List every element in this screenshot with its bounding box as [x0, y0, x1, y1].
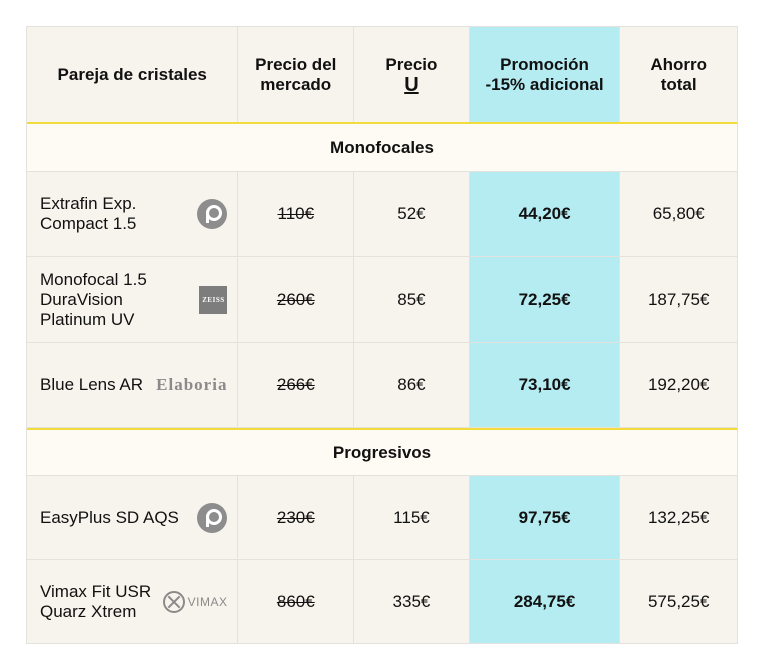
lens-name-line: Vimax Fit USR [40, 581, 152, 601]
total-saving: 65,80€ [652, 204, 705, 223]
header-market-price-line2: mercado [260, 74, 332, 94]
header-price-u: Precio U [354, 27, 470, 122]
lens-name-line: Platinum UV [40, 309, 135, 329]
header-saving-line2: total [660, 74, 697, 94]
total-saving: 187,75€ [647, 289, 710, 309]
price-u: 86€ [397, 375, 426, 394]
promo-cell: 72,25€ [469, 257, 621, 342]
promo-price: 44,20€ [518, 204, 571, 223]
saving-cell: 132,25€ [620, 476, 738, 559]
promo-cell: 73,10€ [469, 343, 621, 427]
promo-cell: 284,75€ [469, 560, 621, 643]
vimax-logo: VIMAX [162, 590, 228, 613]
table-row: Vimax Fit USR Quarz Xtrem VIMAX 860€ 335€… [27, 560, 738, 643]
promo-cell: 44,20€ [469, 172, 621, 256]
header-promotion-line1: Promoción [500, 54, 589, 74]
saving-cell: 192,20€ [620, 343, 738, 427]
header-market-price: Precio del mercado [238, 27, 355, 122]
lens-name-cell: Vimax Fit USR Quarz Xtrem VIMAX [27, 560, 239, 643]
table-row: Monofocal 1.5 DuraVision Platinum UV ZEISS… [27, 257, 738, 343]
lens-name-line: Compact 1.5 [40, 214, 137, 233]
lens-name-cell: Monofocal 1.5 DuraVision Platinum UV ZEISS [27, 257, 239, 342]
lens-name-line: Quarz Xtrem [40, 601, 137, 621]
table-row: EasyPlus SD AQS 230€ 115€ 97,75€ 132,25€ [27, 476, 738, 560]
market-price: 860€ [276, 591, 315, 611]
promo-price: 97,75€ [518, 507, 571, 527]
market-price: 110€ [277, 204, 315, 223]
header-promotion: Promoción -15% adicional [469, 27, 621, 122]
header-price-line1: Precio [385, 54, 438, 74]
lens-name-line: Monofocal 1.5 [40, 269, 147, 289]
market-price-cell: 260€ [238, 257, 355, 342]
table-row: Blue Lens AR Elaboria 266€ 86€ 73,10€ 19… [27, 343, 738, 428]
price-cell: 52€ [354, 172, 470, 256]
price-comparison-table: Pareja de cristales Precio del mercado Pr… [26, 26, 738, 644]
u-brand-mark: U [404, 73, 419, 96]
table-row: Extrafin Exp. Compact 1.5 110€ 52€ 44,20€… [27, 172, 738, 257]
price-u: 335€ [392, 591, 431, 611]
elaboria-logo: Elaboria [156, 375, 228, 394]
market-price-cell: 110€ [238, 172, 355, 256]
price-cell: 85€ [354, 257, 470, 342]
header-saving-line1: Ahorro [650, 54, 707, 74]
promo-cell: 97,75€ [469, 476, 621, 559]
p-logo-icon [197, 502, 228, 533]
header-market-price-line1: Precio del [255, 54, 337, 74]
header-total-saving: Ahorro total [620, 27, 737, 122]
section-title-monofocales: Monofocales [27, 124, 737, 172]
section-title-progresivos: Progresivos [27, 428, 737, 476]
market-price-cell: 860€ [238, 560, 355, 643]
price-cell: 86€ [354, 343, 470, 427]
saving-cell: 575,25€ [620, 560, 738, 643]
promo-price: 72,25€ [518, 289, 571, 309]
price-u: 115€ [393, 507, 430, 527]
lens-name-cell: EasyPlus SD AQS [27, 476, 239, 559]
market-price-cell: 230€ [238, 476, 355, 559]
market-price: 260€ [276, 289, 315, 309]
lens-name-cell: Extrafin Exp. Compact 1.5 [27, 172, 239, 256]
zeiss-logo-icon: ZEISS [199, 285, 228, 314]
header-pair-of-lenses: Pareja de cristales [27, 27, 239, 122]
vimax-wordmark: VIMAX [187, 594, 228, 609]
price-u: 52€ [397, 204, 426, 223]
saving-cell: 187,75€ [620, 257, 738, 342]
total-saving: 132,25€ [647, 507, 710, 527]
table-header-row: Pareja de cristales Precio del mercado Pr… [27, 27, 737, 124]
price-cell: 335€ [354, 560, 470, 643]
market-price: 266€ [276, 375, 315, 394]
lens-name-cell: Blue Lens AR Elaboria [27, 343, 239, 427]
lens-name-line: Extrafin Exp. [40, 194, 137, 213]
price-u: 85€ [397, 289, 426, 309]
total-saving: 575,25€ [647, 591, 710, 611]
p-logo-icon [197, 199, 228, 229]
market-price-cell: 266€ [238, 343, 355, 427]
vimax-x-icon [162, 590, 185, 613]
lens-name-line: EasyPlus SD AQS [40, 507, 179, 527]
promo-price: 73,10€ [518, 375, 571, 394]
lens-name-line: Blue Lens AR [40, 375, 144, 394]
price-cell: 115€ [354, 476, 470, 559]
promo-price: 284,75€ [513, 591, 576, 611]
lens-name-line: DuraVision [40, 289, 123, 309]
total-saving: 192,20€ [647, 375, 710, 394]
market-price: 230€ [276, 507, 315, 527]
saving-cell: 65,80€ [620, 172, 738, 256]
header-promotion-line2: -15% adicional [485, 74, 604, 94]
